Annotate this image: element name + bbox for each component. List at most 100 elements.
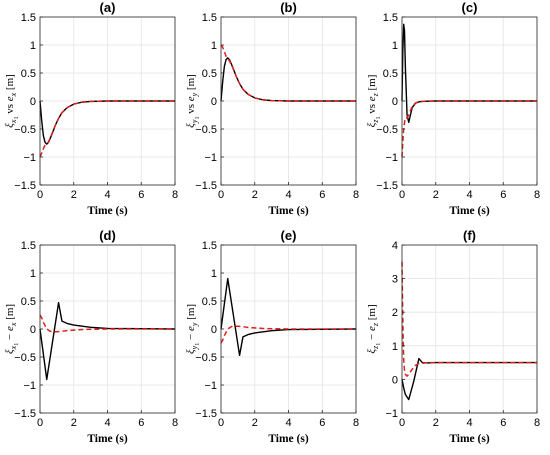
x-axis-label: Time (s) [87,433,128,445]
x-tick-label: 4 [466,417,472,429]
y-tick-label: −1 [385,408,398,420]
y-tick-label: −1 [204,152,217,164]
series-line-dashed [401,261,537,377]
y-tick-label: −1.5 [376,180,398,192]
x-tick-label: 4 [104,417,110,429]
y-tick-label: 1.5 [21,240,36,252]
y-tick-label: 0 [30,96,36,108]
x-tick-label: 0 [218,417,224,429]
x-tick-label: 0 [37,189,43,201]
y-tick-label: 0.5 [21,68,36,80]
y-tick-label: −0.5 [195,124,217,136]
y-tick-label: 0.5 [202,68,217,80]
x-tick-label: 6 [500,189,506,201]
x-tick-label: 2 [71,189,77,201]
y-tick-label: −1.5 [14,408,36,420]
y-tick-label: 1.5 [202,12,217,24]
y-tick-label: −0.5 [14,352,36,364]
series-line-dashed [220,325,356,344]
series-line-solid [39,100,175,145]
panel-title: (b) [280,0,297,15]
y-tick-label: 0.5 [383,68,398,80]
series-line-dashed [220,44,356,102]
x-axis-label: Time (s) [87,205,128,217]
x-tick-label: 0 [218,189,224,201]
y-tick-label: −1 [204,380,217,392]
x-tick-label: 4 [104,189,110,201]
x-tick-label: 8 [172,417,178,429]
x-tick-label: 6 [138,189,144,201]
chart-panel: 0 2 4 6 8 −1.5 −1 −0.5 0 0.5 1 1.5 (b) Time (s) ξy1 vs… [185,0,359,217]
series-line-dashed [39,314,175,333]
y-tick-label: 0 [211,324,217,336]
x-tick-label: 6 [500,417,506,429]
y-tick-label: −1.5 [195,180,217,192]
y-axis-label: ξx1 vs ex [m] [4,74,20,128]
y-tick-label: −1 [385,152,398,164]
panel-title: (f) [463,228,476,243]
series-line-dashed [401,100,537,158]
y-axis-label: ξz1 vs ez [m] [366,75,382,128]
x-tick-label: 0 [399,417,405,429]
panel-title: (e) [281,228,297,243]
y-tick-label: 0 [211,96,217,108]
x-axis-label: Time (s) [268,433,309,445]
panel-title: (c) [462,0,478,15]
x-tick-label: 2 [252,189,258,201]
chart-panel: 0 2 4 6 8 −1.5 −1 −0.5 0 0.5 1 1.5 (a) Time (s) ξx1 vs… [4,0,178,217]
y-tick-label: −0.5 [195,352,217,364]
y-tick-label: 1 [211,268,217,280]
chart-panel: 0 2 4 6 8 −1.5 −1 −0.5 0 0.5 1 1.5 (c) Time (s) ξz1 vs… [366,0,540,217]
y-axis-label: ξy1 − ey [m] [185,304,201,354]
x-tick-label: 8 [172,189,178,201]
y-tick-label: −0.5 [376,124,398,136]
x-tick-label: 4 [466,189,472,201]
x-tick-label: 2 [252,417,258,429]
y-tick-label: 0.5 [21,296,36,308]
y-tick-label: 2 [392,307,398,319]
y-tick-label: −1 [23,152,36,164]
y-tick-label: 1 [30,268,36,280]
series-line-solid [220,57,356,102]
x-tick-label: 8 [534,189,540,201]
series-line-solid [220,277,357,357]
x-tick-label: 8 [353,417,359,429]
y-tick-label: 1.5 [21,12,36,24]
x-tick-label: 6 [319,417,325,429]
y-tick-label: 0.5 [202,296,217,308]
y-axis-label: ξz1 − ez [m] [366,304,382,353]
y-tick-label: 0 [392,374,398,386]
x-tick-label: 6 [138,417,144,429]
x-tick-label: 4 [285,189,291,201]
series-line-dashed [39,100,175,158]
x-tick-label: 0 [37,417,43,429]
y-tick-label: −0.5 [14,124,36,136]
y-tick-label: 1 [30,40,36,52]
y-axis-label: ξy1 vs ey [m] [185,74,201,128]
x-tick-label: 2 [71,417,77,429]
x-tick-label: 2 [433,417,439,429]
x-tick-label: 8 [353,189,359,201]
x-tick-label: 4 [285,417,291,429]
y-tick-label: 4 [392,240,398,252]
y-tick-label: 1 [392,40,398,52]
y-tick-label: 1.5 [383,12,398,24]
y-tick-label: −1 [23,380,36,392]
x-axis-label: Time (s) [449,205,490,217]
y-tick-label: 1 [392,341,398,353]
chart-panel: 0 2 4 6 8 −1.5 −1 −0.5 0 0.5 1 1.5 (d) Time (s) ξx1 − … [4,228,178,445]
y-tick-label: 0 [392,96,398,108]
chart-panel: 0 2 4 6 8 −1.5 −1 −0.5 0 0.5 1 1.5 (e) Time (s) ξy1 − … [185,228,359,445]
x-tick-label: 0 [399,189,405,201]
y-tick-label: 1 [211,40,217,52]
y-tick-label: −1.5 [195,408,217,420]
panel-title: (a) [100,0,116,15]
y-axis-label: ξx1 − ex [m] [4,304,20,354]
x-tick-label: 8 [534,417,540,429]
y-tick-label: 3 [392,274,398,286]
x-axis-label: Time (s) [449,433,490,445]
y-tick-label: −1.5 [14,180,36,192]
panel-title: (d) [99,228,116,243]
